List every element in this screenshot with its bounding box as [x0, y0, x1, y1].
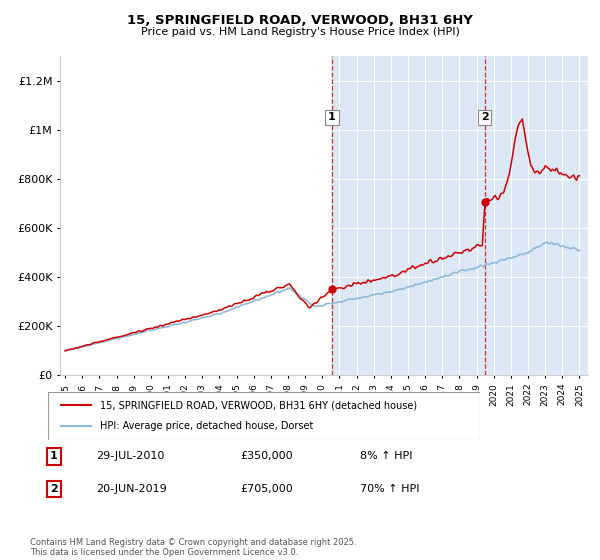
Text: 15, SPRINGFIELD ROAD, VERWOOD, BH31 6HY (detached house): 15, SPRINGFIELD ROAD, VERWOOD, BH31 6HY …	[100, 400, 417, 410]
Text: Price paid vs. HM Land Registry's House Price Index (HPI): Price paid vs. HM Land Registry's House …	[140, 27, 460, 37]
Text: £350,000: £350,000	[240, 451, 293, 461]
Text: 29-JUL-2010: 29-JUL-2010	[96, 451, 164, 461]
Text: 1: 1	[50, 451, 58, 461]
Text: 8% ↑ HPI: 8% ↑ HPI	[360, 451, 413, 461]
Text: 70% ↑ HPI: 70% ↑ HPI	[360, 484, 419, 494]
Text: 15, SPRINGFIELD ROAD, VERWOOD, BH31 6HY: 15, SPRINGFIELD ROAD, VERWOOD, BH31 6HY	[127, 14, 473, 27]
Bar	[332, 56, 588, 375]
Text: Contains HM Land Registry data © Crown copyright and database right 2025.
This d: Contains HM Land Registry data © Crown c…	[30, 538, 356, 557]
Text: HPI: Average price, detached house, Dorset: HPI: Average price, detached house, Dors…	[100, 421, 313, 431]
Text: 1: 1	[328, 113, 336, 123]
Text: 2: 2	[50, 484, 58, 494]
Text: 20-JUN-2019: 20-JUN-2019	[96, 484, 167, 494]
Text: 2: 2	[481, 113, 488, 123]
Text: £705,000: £705,000	[240, 484, 293, 494]
FancyBboxPatch shape	[48, 392, 480, 440]
